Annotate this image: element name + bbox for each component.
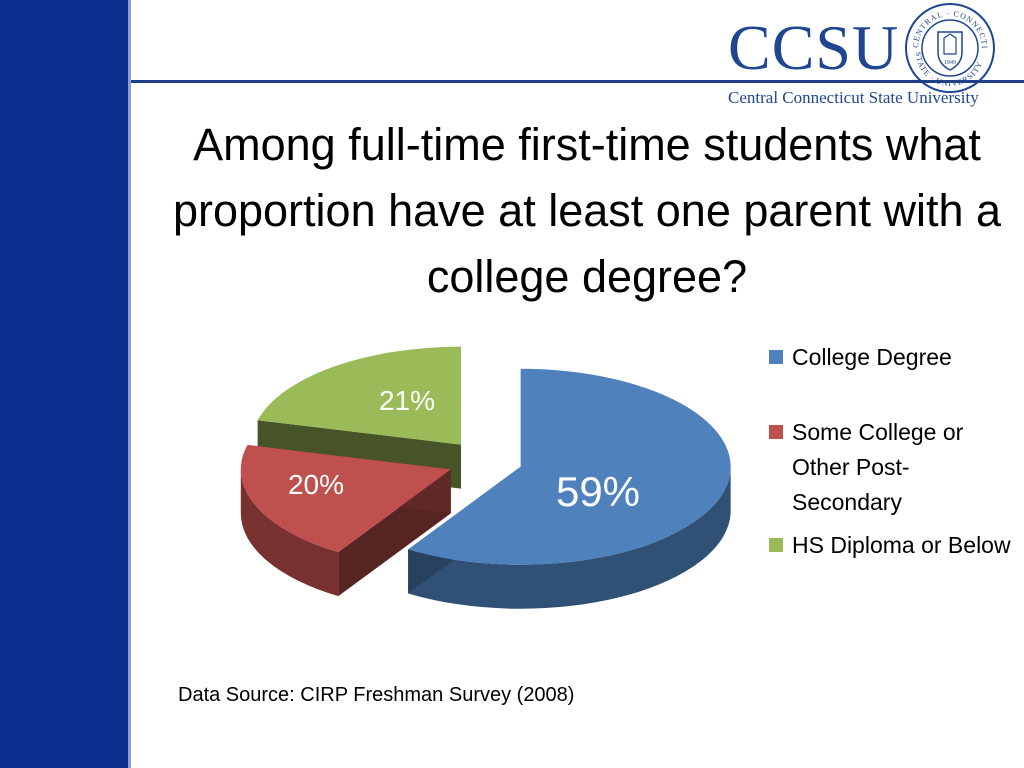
pie-data-label-1: 20% — [288, 469, 344, 500]
legend-item-some-college: Some College or Other Post-Secondary — [766, 415, 1016, 520]
legend-swatch — [769, 425, 783, 439]
data-source-note: Data Source: CIRP Freshman Survey (2008) — [178, 684, 575, 706]
legend-item-hs-diploma: HS Diploma or Below — [766, 528, 1016, 563]
left-accent-bar — [0, 0, 128, 768]
pie-slice-0 — [408, 368, 731, 609]
pie-data-label-0: 59% — [556, 468, 640, 515]
legend-label: College Degree — [792, 344, 952, 370]
legend-label: Some College or Other Post-Secondary — [792, 419, 964, 515]
logo-subtitle: Central Connecticut State University — [728, 88, 979, 107]
pie-slice-side — [408, 466, 731, 609]
pie-slice-top — [408, 368, 731, 565]
legend-item-college-degree: College Degree — [766, 340, 1016, 375]
pie-data-label-2: 21% — [379, 385, 435, 416]
pie-slice-side — [240, 469, 339, 597]
slide-title: Among full-time first-time students what… — [172, 119, 1002, 302]
header-rule — [131, 80, 1024, 83]
pie-slice-top — [240, 444, 451, 553]
legend-swatch — [769, 538, 783, 552]
chart-legend: College Degree Some College or Other Pos… — [766, 340, 1016, 563]
pie-slice-1 — [240, 444, 451, 597]
seal-year: 1849 — [944, 60, 956, 66]
logo-wordmark: CCSU — [728, 12, 900, 83]
left-accent-bar-edge — [128, 0, 131, 768]
legend-label: HS Diploma or Below — [792, 532, 1011, 558]
legend-swatch — [769, 350, 783, 364]
pie-slice-top — [257, 346, 462, 445]
